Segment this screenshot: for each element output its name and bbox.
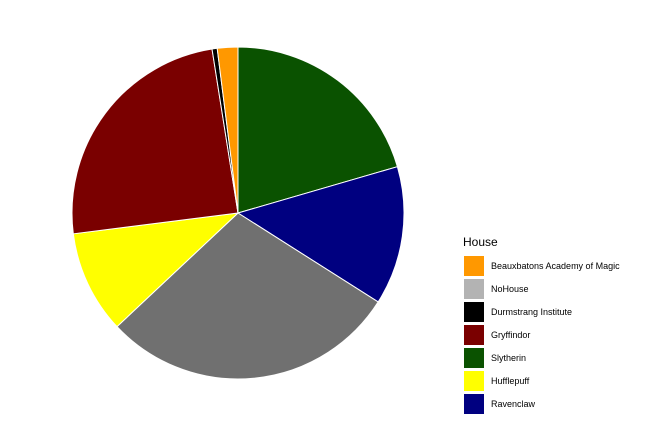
legend-item-beauxbatons-academy-of-magic: Beauxbatons Academy of Magic	[463, 254, 663, 277]
legend-item-durmstrang-institute: Durmstrang Institute	[463, 300, 663, 323]
legend-title: House	[463, 235, 498, 249]
legend-key-ravenclaw	[463, 392, 485, 415]
pie-slice-nohouse	[116, 212, 379, 380]
pie-slices	[71, 46, 405, 380]
legend-label-hufflepuff: Hufflepuff	[491, 375, 530, 386]
legend-key-beauxbatons-academy-of-magic	[463, 254, 485, 277]
legend-label-nohouse: NoHouse	[491, 283, 529, 294]
legend-key-nohouse	[463, 277, 485, 300]
pie-slice-beauxbatons-academy-of-magic	[216, 46, 239, 214]
legend-item-slytherin: Slytherin	[463, 346, 663, 369]
pie-slice-hufflepuff	[72, 212, 239, 328]
legend-item-nohouse: NoHouse	[463, 277, 663, 300]
legend-key-hufflepuff	[463, 369, 485, 392]
legend-key-durmstrang-institute	[463, 300, 485, 323]
legend-key-gryffindor	[463, 323, 485, 346]
legend-item-ravenclaw: Ravenclaw	[463, 392, 663, 415]
legend: House Beauxbatons Academy of Magic NoHous…	[463, 234, 663, 415]
legend-items: Beauxbatons Academy of Magic NoHouse Durms…	[463, 254, 663, 415]
legend-label-slytherin: Slytherin	[491, 352, 527, 363]
pie-slice-slytherin	[237, 46, 398, 214]
legend-item-hufflepuff: Hufflepuff	[463, 369, 663, 392]
legend-label-ravenclaw: Ravenclaw	[491, 398, 536, 409]
legend-label-durmstrang-institute: Durmstrang Institute	[491, 306, 573, 317]
legend-label-gryffindor: Gryffindor	[491, 329, 531, 340]
legend-item-gryffindor: Gryffindor	[463, 323, 663, 346]
pie-slice-ravenclaw	[237, 166, 405, 303]
legend-key-slytherin	[463, 346, 485, 369]
pie-slice-gryffindor	[71, 48, 239, 235]
legend-label-beauxbatons-academy-of-magic: Beauxbatons Academy of Magic	[491, 260, 620, 271]
